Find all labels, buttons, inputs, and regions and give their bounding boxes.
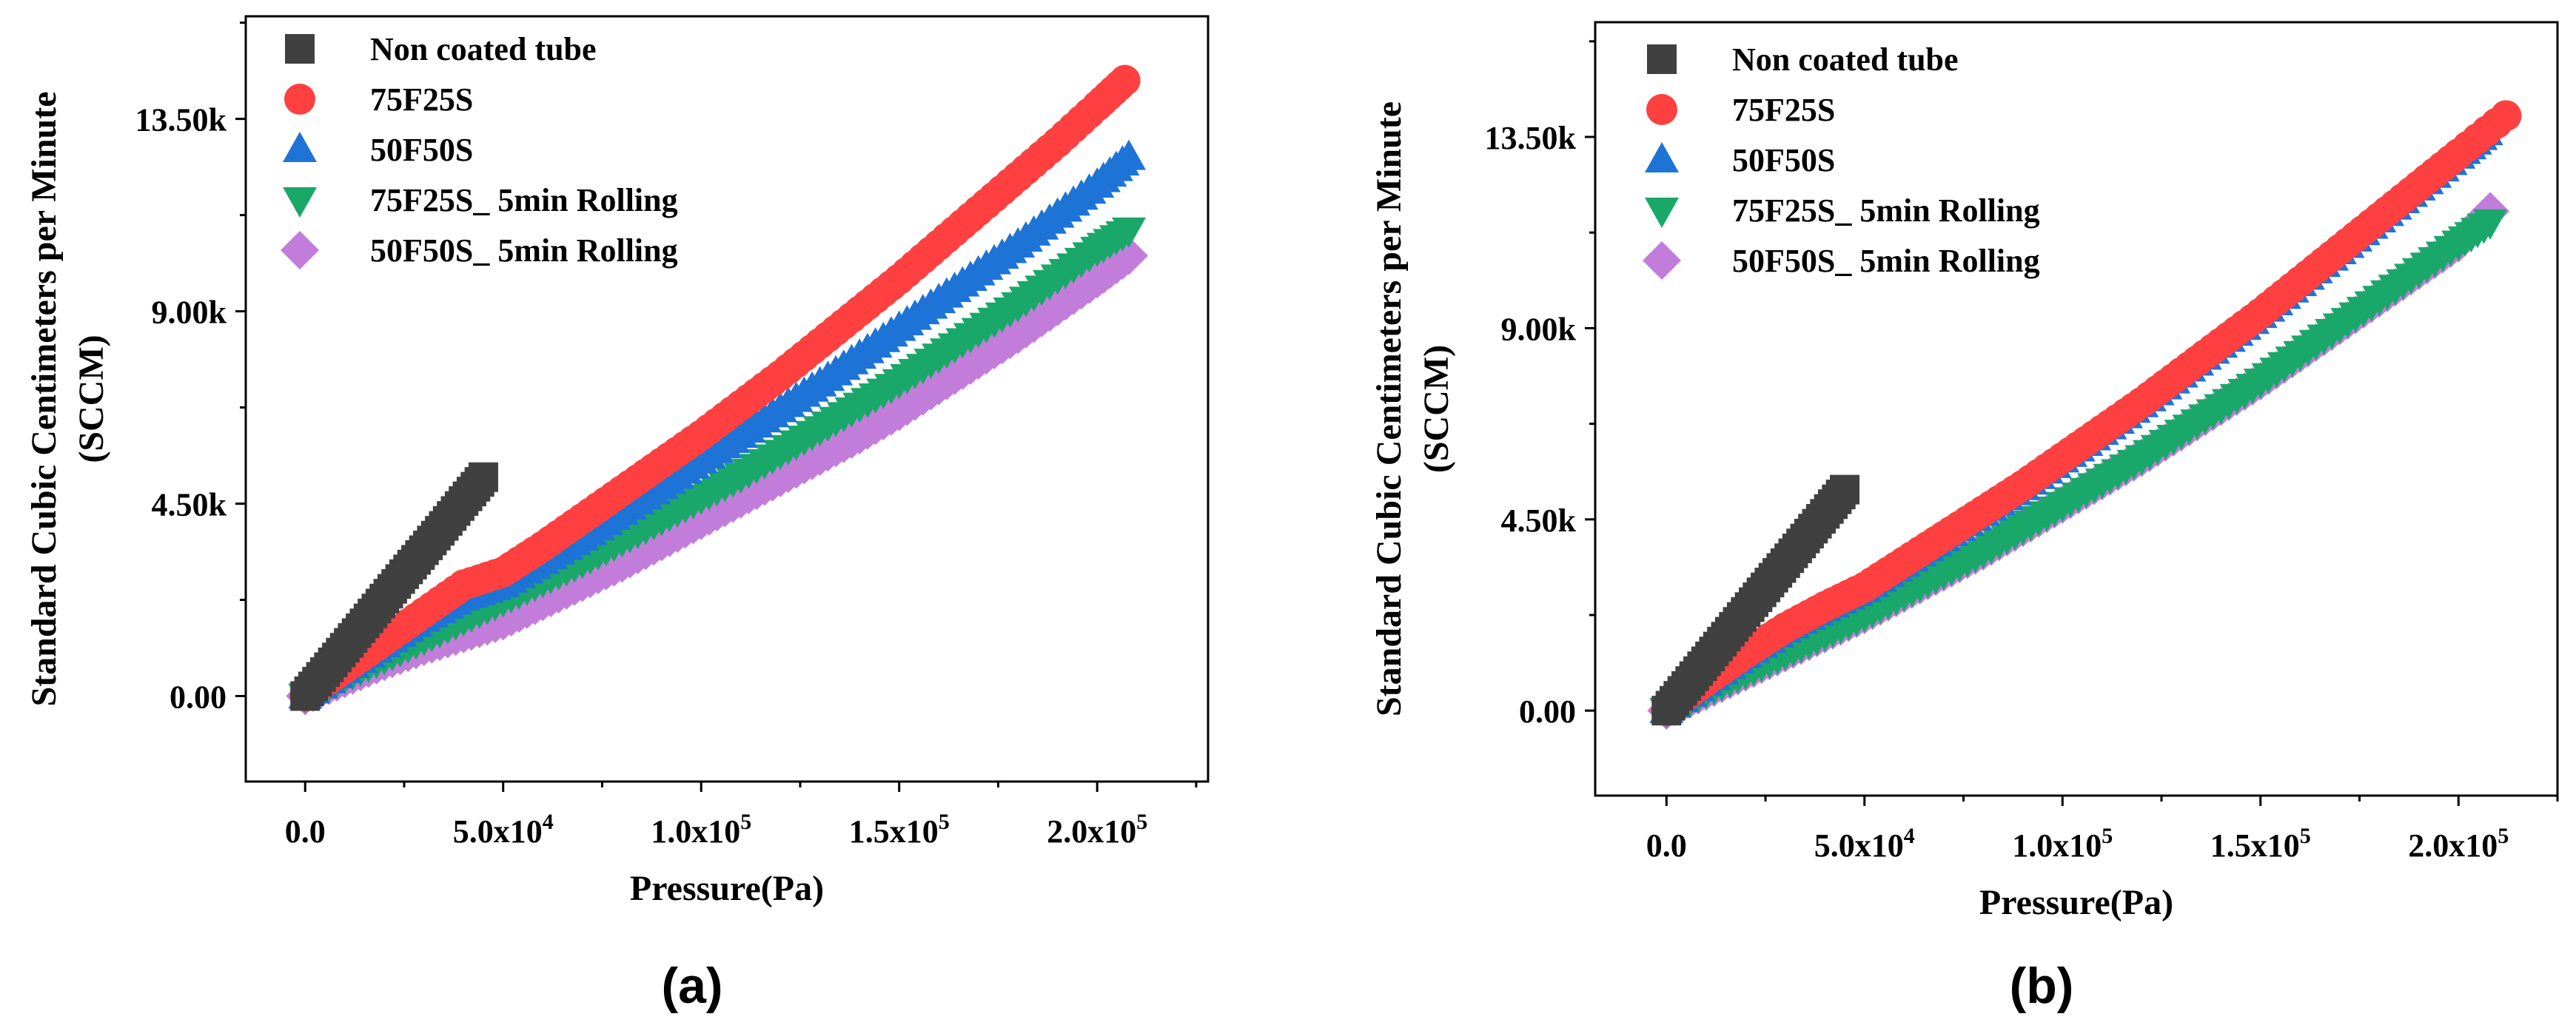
legend-label: 50F50S_ 5min Rolling bbox=[370, 232, 678, 269]
data-point bbox=[2473, 209, 2508, 240]
legend-marker bbox=[283, 187, 317, 218]
x-tick-label: 1.0x105 bbox=[2012, 824, 2113, 864]
y-axis-label: (SCCM) bbox=[72, 335, 111, 463]
y-tick-label: 13.50k bbox=[1485, 120, 1577, 156]
series-0 bbox=[290, 462, 498, 711]
y-tick-label: 4.50k bbox=[152, 487, 227, 523]
legend-marker bbox=[1643, 241, 1681, 280]
panel-b-chart: 0.00 4.50k 9.00k 13.50k 0.0 5.0x104 1.0x105 1.5… bbox=[1369, 21, 2559, 922]
y-axis-label: Standard Cubic Centimeters per Minute bbox=[1369, 101, 1409, 716]
legend-label: 50F50S_ 5min Rolling bbox=[1732, 243, 2040, 279]
series-0 bbox=[1651, 474, 1860, 726]
legend-label: 75F25S_ 5min Rolling bbox=[370, 182, 678, 218]
legend-label: 50F50S bbox=[370, 132, 473, 168]
legend-marker bbox=[283, 132, 317, 162]
y-tick-label: 0.00 bbox=[170, 679, 227, 715]
y-tick-label: 9.00k bbox=[152, 295, 227, 331]
data-point bbox=[468, 462, 498, 492]
legend-marker bbox=[1645, 142, 1679, 172]
x-tick-label: 0.0 bbox=[285, 813, 326, 850]
y-tick-label: 4.50k bbox=[1501, 503, 1577, 539]
y-axis-label: Standard Cubic Centimeters per Minute bbox=[24, 91, 64, 706]
legend-label: 75F25S_ 5min Rolling bbox=[1732, 192, 2040, 229]
legend-label: Non coated tube bbox=[1732, 41, 1959, 78]
data-point bbox=[2490, 100, 2522, 132]
x-tick-label: 2.0x105 bbox=[2408, 824, 2509, 864]
legend-marker bbox=[1646, 94, 1677, 125]
x-axis-label: Pressure(Pa) bbox=[1979, 883, 2173, 922]
panel-a-label: (a) bbox=[661, 958, 722, 1014]
x-tick-label: 1.0x105 bbox=[651, 810, 751, 850]
x-tick-label: 0.0 bbox=[1646, 827, 1687, 864]
data-point bbox=[1112, 217, 1147, 248]
y-tick-label: 13.50k bbox=[135, 102, 227, 138]
legend-marker bbox=[284, 84, 315, 115]
panel-b-label: (b) bbox=[2010, 958, 2074, 1014]
x-axis-label: Pressure(Pa) bbox=[630, 869, 824, 908]
y-axis-label: (SCCM) bbox=[1417, 345, 1456, 473]
y-tick-label: 9.00k bbox=[1501, 311, 1577, 347]
data-point bbox=[1109, 64, 1141, 96]
x-tick-label: 1.5x105 bbox=[2210, 824, 2311, 864]
x-tick-label: 2.0x105 bbox=[1047, 810, 1147, 850]
y-tick-label: 0.00 bbox=[1519, 693, 1576, 730]
legend-marker bbox=[281, 231, 319, 269]
legend-label: 75F25S bbox=[370, 81, 473, 118]
plot-frame bbox=[244, 15, 1210, 783]
x-tick-label: 5.0x104 bbox=[1814, 824, 1915, 864]
legend-marker bbox=[285, 34, 315, 64]
legend-marker bbox=[1647, 44, 1677, 74]
legend-label: 75F25S bbox=[1732, 92, 1835, 128]
plot-frame bbox=[1594, 21, 2559, 797]
x-tick-label: 1.5x105 bbox=[849, 810, 950, 850]
legend-label: 50F50S bbox=[1732, 142, 1835, 178]
x-tick-label: 5.0x104 bbox=[453, 810, 554, 850]
panel-a-chart: 0.00 4.50k 9.00k 13.50k 0.0 5.0x104 1.0x105 1.5… bbox=[24, 15, 1210, 908]
data-point bbox=[1830, 474, 1860, 505]
data-point bbox=[1112, 139, 1147, 170]
legend-marker bbox=[1645, 198, 1679, 228]
legend-label: Non coated tube bbox=[370, 31, 597, 67]
